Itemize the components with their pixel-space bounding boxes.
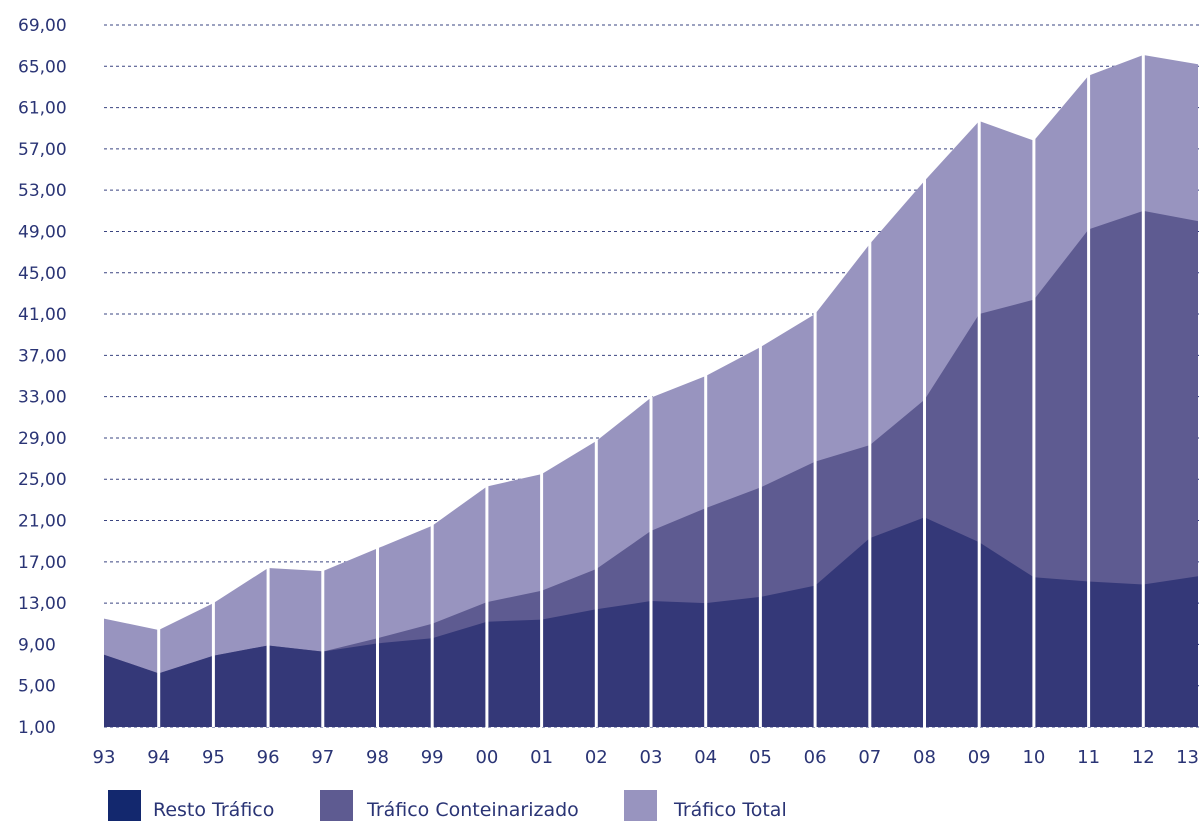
x-tick-label: 08 [913, 747, 936, 768]
x-tick-label: 97 [311, 747, 334, 768]
y-tick-label: 37,00 [18, 346, 67, 366]
x-tick-label: 01 [530, 747, 553, 768]
y-tick-label: 69,00 [18, 16, 67, 36]
x-tick-label: 05 [749, 747, 772, 768]
legend-swatch [108, 790, 141, 821]
x-tick-label: 13 [1176, 747, 1199, 768]
x-tick-label: 03 [640, 747, 663, 768]
x-axis-tick-labels: 93 94 95 96 97 98 99 00 01 02 03 04 05 06 07 08 09 10 11 12… [93, 747, 1199, 768]
x-tick-label: 09 [968, 747, 991, 768]
x-tick-label: 95 [202, 747, 225, 768]
legend-label: Tráfico Total [673, 799, 787, 821]
y-tick-label: 41,00 [18, 305, 67, 325]
y-tick-label: 49,00 [18, 222, 67, 242]
legend: Resto Tráfico Tráfico Conteinarizado Tráfi… [108, 790, 787, 821]
x-tick-label: 93 [93, 747, 116, 768]
y-tick-label: 13,00 [18, 594, 67, 614]
legend-label: Resto Tráfico [153, 799, 274, 821]
y-tick-label: 65,00 [18, 57, 67, 77]
y-tick-label: 21,00 [18, 512, 67, 532]
year-separators [157, 52, 1145, 727]
legend-swatch [624, 790, 657, 821]
y-tick-label: 9,00 [18, 635, 56, 655]
legend-swatch [320, 790, 353, 821]
x-tick-label: 00 [475, 747, 498, 768]
y-tick-label: 5,00 [18, 677, 56, 697]
y-tick-label: 33,00 [18, 388, 67, 408]
x-tick-label: 11 [1077, 747, 1100, 768]
x-tick-label: 02 [585, 747, 608, 768]
x-tick-label: 10 [1022, 747, 1045, 768]
x-tick-label: 12 [1132, 747, 1155, 768]
y-tick-label: 45,00 [18, 264, 67, 284]
x-tick-label: 94 [147, 747, 170, 768]
x-tick-label: 07 [858, 747, 881, 768]
x-tick-label: 99 [421, 747, 444, 768]
x-tick-label: 96 [257, 747, 280, 768]
y-tick-label: 1,00 [18, 718, 56, 738]
x-tick-label: 06 [804, 747, 827, 768]
y-tick-label: 25,00 [18, 470, 67, 490]
y-tick-label: 57,00 [18, 140, 67, 160]
y-tick-label: 53,00 [18, 181, 67, 201]
legend-label: Tráfico Conteinarizado [366, 799, 579, 821]
y-tick-label: 17,00 [18, 553, 67, 573]
x-tick-label: 04 [694, 747, 717, 768]
y-axis-tick-labels: 1,00 5,00 9,00 13,00 17,00 21,00 25,00 29,00 33,… [18, 16, 67, 738]
y-tick-label: 29,00 [18, 429, 67, 449]
x-tick-label: 98 [366, 747, 389, 768]
y-tick-label: 61,00 [18, 99, 67, 119]
